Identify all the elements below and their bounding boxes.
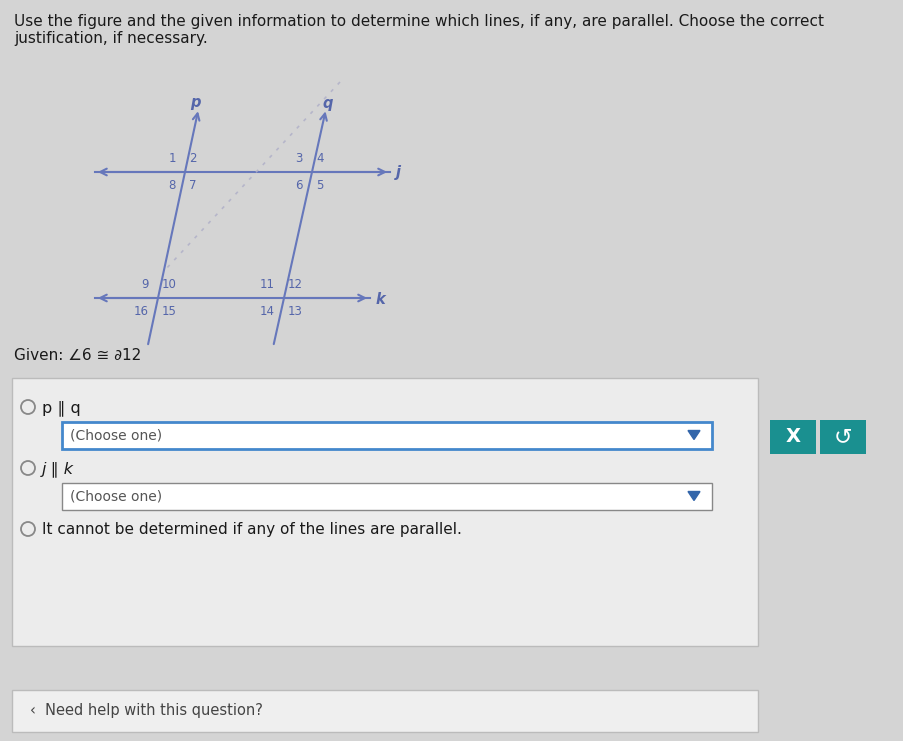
Polygon shape: [687, 491, 699, 500]
Text: (Choose one): (Choose one): [70, 428, 162, 442]
FancyBboxPatch shape: [12, 690, 757, 732]
FancyBboxPatch shape: [62, 483, 712, 510]
Text: k: k: [376, 291, 386, 307]
Text: ↺: ↺: [833, 427, 852, 447]
FancyBboxPatch shape: [769, 420, 815, 454]
Text: Use the figure and the given information to determine which lines, if any, are p: Use the figure and the given information…: [14, 14, 824, 47]
Text: 7: 7: [189, 179, 196, 192]
Polygon shape: [687, 431, 699, 439]
Text: 5: 5: [316, 179, 323, 192]
Text: (Choose one): (Choose one): [70, 490, 162, 503]
Text: p: p: [191, 96, 200, 110]
Text: It cannot be determined if any of the lines are parallel.: It cannot be determined if any of the li…: [42, 522, 461, 537]
FancyBboxPatch shape: [12, 378, 757, 646]
FancyBboxPatch shape: [819, 420, 865, 454]
Text: 13: 13: [288, 305, 303, 318]
Text: 12: 12: [288, 278, 303, 291]
Text: j ∥ k: j ∥ k: [42, 461, 74, 476]
Text: Given: ∠6 ≅ ∂12: Given: ∠6 ≅ ∂12: [14, 348, 141, 363]
Text: 2: 2: [189, 152, 196, 165]
Text: j: j: [396, 165, 401, 181]
Text: 10: 10: [162, 278, 177, 291]
FancyBboxPatch shape: [62, 422, 712, 449]
Text: 14: 14: [260, 305, 275, 318]
Text: 8: 8: [169, 179, 176, 192]
Text: 15: 15: [162, 305, 177, 318]
Text: 1: 1: [168, 152, 176, 165]
Text: 4: 4: [316, 152, 323, 165]
Text: 3: 3: [295, 152, 303, 165]
Text: 11: 11: [260, 278, 275, 291]
Text: p ∥ q: p ∥ q: [42, 400, 80, 416]
Text: 9: 9: [142, 278, 149, 291]
Text: X: X: [785, 428, 800, 447]
Text: q: q: [322, 96, 333, 110]
Text: ‹  Need help with this question?: ‹ Need help with this question?: [30, 703, 263, 719]
Text: 6: 6: [295, 179, 303, 192]
Text: 16: 16: [134, 305, 149, 318]
